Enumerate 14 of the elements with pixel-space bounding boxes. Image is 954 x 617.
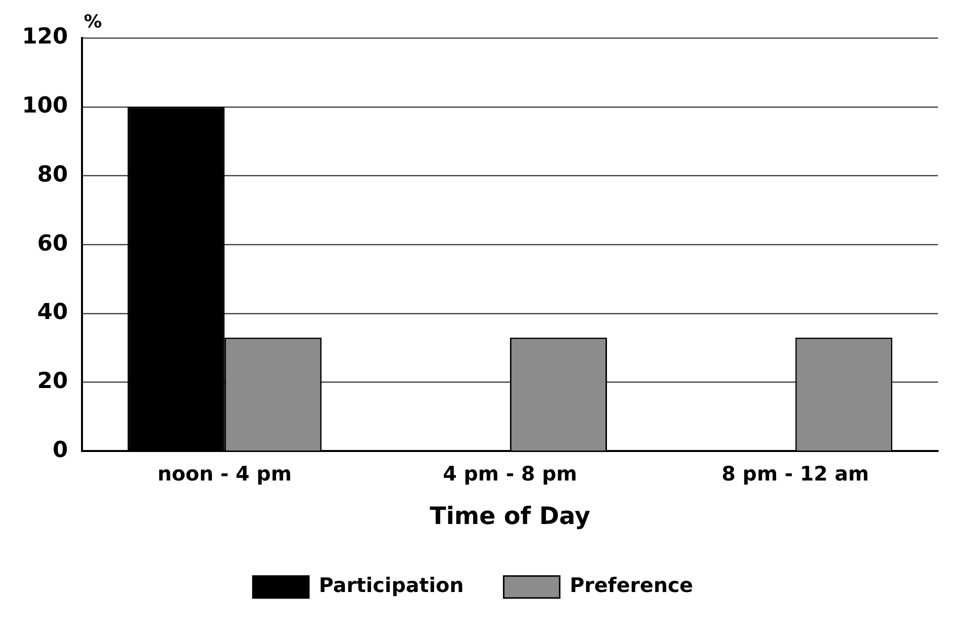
legend-label: Preference	[570, 573, 694, 598]
x-tick-label: 4 pm - 8 pm	[442, 461, 578, 486]
y-tick-label: 120	[22, 24, 68, 50]
legend-label: Participation	[318, 573, 464, 598]
y-tick-label: 100	[22, 94, 68, 119]
y-tick-label: 80	[37, 162, 68, 188]
x-tick-label: 8 pm - 12 am	[722, 461, 870, 486]
y-tick-label: 0	[52, 438, 68, 463]
x-axis-title: Time of Day	[430, 502, 591, 530]
y-axis-title: %	[84, 12, 102, 33]
y-tick-label: 40	[37, 300, 68, 326]
y-tick-label: 60	[37, 231, 68, 256]
x-tick-label: noon - 4 pm	[157, 461, 292, 486]
y-tick-label: 20	[37, 369, 68, 394]
